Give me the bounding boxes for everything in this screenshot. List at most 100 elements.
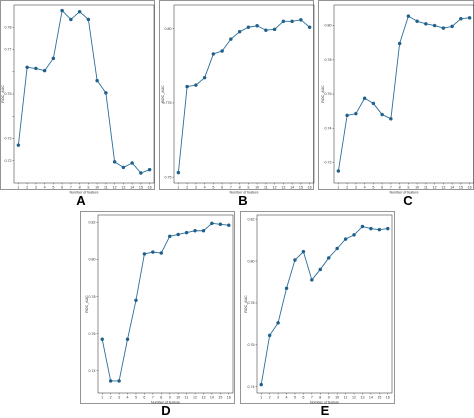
data-point bbox=[281, 19, 286, 24]
x-tick-label: 10 bbox=[335, 396, 339, 400]
x-tick-label: 1 bbox=[260, 396, 262, 400]
data-point bbox=[352, 233, 356, 237]
x-tick-label: 15 bbox=[139, 186, 143, 190]
panel-frame bbox=[0, 0, 155, 190]
y-tick-label: 0.77 bbox=[5, 48, 12, 52]
x-tick-label: 9 bbox=[328, 396, 330, 400]
data-point bbox=[237, 29, 242, 34]
y-tick-label: 0.82 bbox=[248, 217, 255, 221]
data-point bbox=[194, 83, 198, 87]
data-point bbox=[318, 267, 323, 272]
data-point bbox=[104, 91, 108, 95]
x-tick-label: 11 bbox=[264, 186, 268, 190]
x-tick-label: 14 bbox=[130, 186, 134, 190]
x-tick-label: 7 bbox=[152, 396, 154, 400]
panel-label-c: C bbox=[403, 193, 413, 208]
panel-frame bbox=[318, 0, 474, 190]
data-point bbox=[293, 258, 297, 262]
x-tick-label: 3 bbox=[118, 396, 120, 400]
x-tick-label: 3 bbox=[195, 186, 197, 190]
panel-d: 1 2 3 4 5 6 7 8 9 10 11 12 13 14 15 160.740.760.780.800… bbox=[80, 211, 235, 405]
y-axis-label: ROC_AUC bbox=[244, 295, 248, 313]
data-point bbox=[397, 41, 402, 46]
plot-area bbox=[256, 214, 393, 394]
x-tick-label: 8 bbox=[79, 186, 81, 190]
y-tick-label: 0.80 bbox=[165, 27, 172, 31]
data-point bbox=[336, 169, 341, 173]
data-point bbox=[176, 232, 180, 237]
data-point bbox=[307, 25, 312, 29]
x-tick-label: 1 bbox=[17, 186, 19, 190]
data-point bbox=[264, 28, 268, 32]
x-tick-label: 12 bbox=[193, 396, 197, 400]
y-tick-label: 0.76 bbox=[325, 92, 332, 96]
y-tick-label: 0.78 bbox=[248, 301, 255, 305]
data-point bbox=[276, 321, 280, 325]
data-point bbox=[362, 96, 367, 101]
data-point bbox=[151, 250, 155, 254]
y-tick-label: 0.73 bbox=[5, 137, 12, 141]
data-point bbox=[432, 23, 437, 28]
data-point bbox=[299, 18, 303, 22]
y-tick-label: 0.78 bbox=[325, 58, 332, 62]
x-tick-label: 7 bbox=[311, 396, 313, 400]
x-tick-label: 4 bbox=[127, 396, 129, 400]
data-point bbox=[86, 17, 91, 22]
data-point bbox=[42, 68, 47, 73]
x-tick-label: 3 bbox=[35, 186, 37, 190]
x-tick-label: 9 bbox=[87, 186, 89, 190]
panel-label-a: A bbox=[76, 193, 86, 208]
x-tick-label: 9 bbox=[169, 396, 171, 400]
x-tick-label: 13 bbox=[121, 186, 125, 190]
x-tick-label: 16 bbox=[227, 396, 231, 400]
plot-area bbox=[97, 214, 234, 394]
x-tick-label: 13 bbox=[441, 186, 445, 190]
x-tick-label: 14 bbox=[450, 186, 454, 190]
data-point bbox=[389, 117, 393, 121]
data-point bbox=[193, 229, 197, 233]
data-point bbox=[218, 222, 223, 227]
plot-area bbox=[173, 4, 315, 184]
x-tick-label: 6 bbox=[381, 186, 383, 190]
panel-frame bbox=[240, 211, 395, 404]
x-tick-label: 10 bbox=[95, 186, 99, 190]
panel-b: 1 2 3 4 5 6 7 8 9 10 11 12 13 14 15 160.750.7750.80Numb… bbox=[159, 0, 315, 195]
data-point bbox=[386, 226, 390, 231]
x-tick-label: 8 bbox=[319, 396, 321, 400]
x-tick-label: 11 bbox=[104, 186, 108, 190]
data-point bbox=[95, 78, 99, 83]
x-axis-label: Number of feature bbox=[390, 191, 419, 195]
x-tick-label: 7 bbox=[70, 186, 72, 190]
x-tick-label: 6 bbox=[61, 186, 63, 190]
data-point bbox=[227, 223, 231, 227]
y-tick-label: 0.75 bbox=[5, 92, 12, 96]
x-tick-label: 4 bbox=[204, 186, 206, 190]
y-tick-label: 0.76 bbox=[248, 343, 255, 347]
x-axis-label: Number of feature bbox=[70, 191, 99, 195]
data-point bbox=[229, 37, 233, 41]
x-tick-label: 5 bbox=[294, 396, 296, 400]
y-tick-label: 0.74 bbox=[89, 369, 96, 373]
data-point bbox=[202, 75, 207, 80]
x-tick-label: 8 bbox=[399, 186, 401, 190]
x-tick-label: 1 bbox=[101, 396, 103, 400]
y-tick-label: 0.82 bbox=[89, 221, 96, 225]
x-tick-label: 5 bbox=[135, 396, 137, 400]
data-point bbox=[326, 256, 331, 260]
y-tick-label: 0.74 bbox=[325, 126, 332, 130]
data-point bbox=[167, 234, 172, 239]
y-tick-label: 0.75 bbox=[165, 175, 172, 179]
y-tick-label: 0.72 bbox=[5, 159, 12, 163]
x-tick-label: 13 bbox=[201, 396, 205, 400]
x-tick-label: 10 bbox=[176, 396, 180, 400]
data-point bbox=[16, 143, 21, 147]
x-tick-label: 1 bbox=[177, 186, 179, 190]
x-tick-label: 9 bbox=[407, 186, 409, 190]
series-line bbox=[17, 10, 150, 174]
data-point bbox=[272, 27, 277, 32]
y-tick-label: 0.775 bbox=[163, 101, 172, 105]
y-tick-label: 0.80 bbox=[325, 24, 332, 28]
x-tick-label: 10 bbox=[415, 186, 419, 190]
data-point bbox=[441, 26, 446, 30]
